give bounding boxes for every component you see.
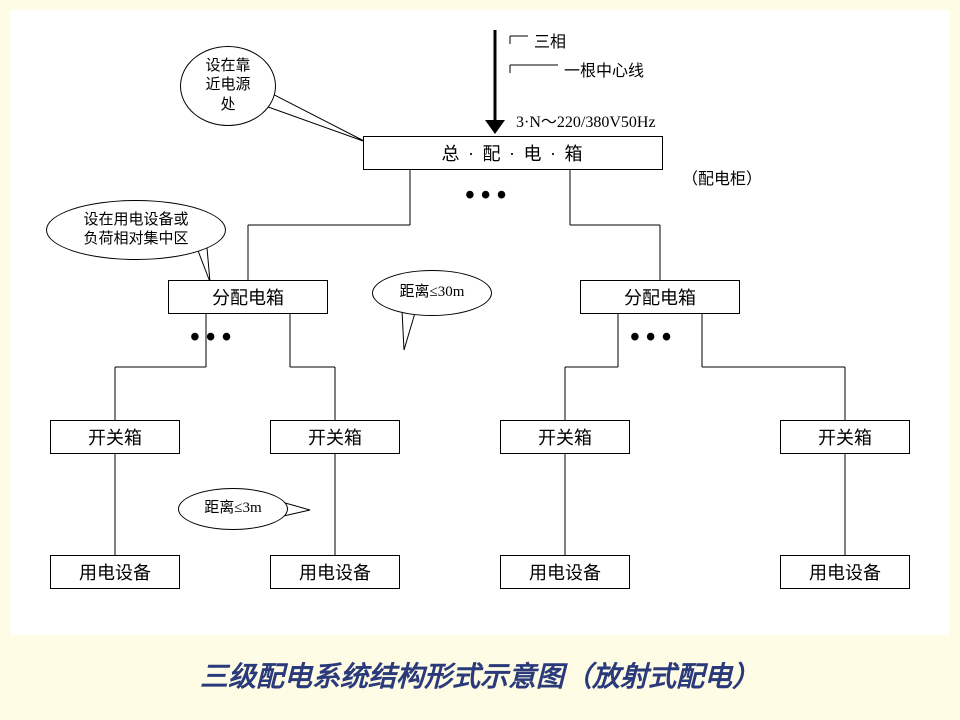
node-equip-2: 用电设备 <box>270 555 400 589</box>
diagram-caption: 三级配电系统结构形式示意图（放射式配电） <box>0 655 960 695</box>
ellipsis-icon: ••• <box>465 180 512 212</box>
callout-distance-30m: 距离≤30m <box>372 270 492 316</box>
callout-load-center: 设在用电设备或负荷相对集中区 <box>46 200 226 260</box>
callout-near-source: 设在靠近电源处 <box>180 46 276 126</box>
label-neutral-line: 一根中心线 <box>564 57 644 81</box>
callout-distance-3m: 距离≤3m <box>178 488 288 530</box>
label-main-cabinet: （配电柜） <box>682 165 762 189</box>
diagram-canvas: 三相 一根中心线 3·N～220/380V50Hz 总 · 配 · 电 · 箱 … <box>10 10 950 635</box>
node-switch-4: 开关箱 <box>780 420 910 454</box>
node-switch-1: 开关箱 <box>50 420 180 454</box>
node-switch-3: 开关箱 <box>500 420 630 454</box>
node-switch-2: 开关箱 <box>270 420 400 454</box>
ellipsis-icon: ••• <box>190 322 237 354</box>
node-equip-4: 用电设备 <box>780 555 910 589</box>
node-main-panel: 总 · 配 · 电 · 箱 <box>363 136 663 170</box>
node-dist-right: 分配电箱 <box>580 280 740 314</box>
node-equip-1: 用电设备 <box>50 555 180 589</box>
node-dist-left: 分配电箱 <box>168 280 328 314</box>
label-power-spec: 3·N～220/380V50Hz <box>516 108 656 132</box>
label-three-phase: 三相 <box>534 28 566 52</box>
connector-layer <box>10 10 950 635</box>
node-equip-3: 用电设备 <box>500 555 630 589</box>
ellipsis-icon: ••• <box>630 322 677 354</box>
